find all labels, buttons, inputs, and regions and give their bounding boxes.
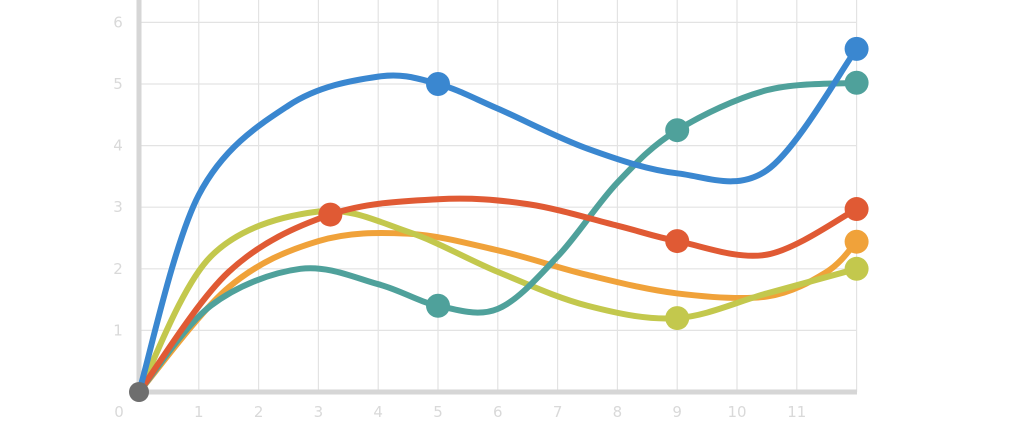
y-tick-label: 5	[113, 75, 123, 93]
data-points	[129, 36, 869, 402]
data-point-marker	[844, 197, 869, 222]
series-line	[136, 195, 860, 395]
series-line	[136, 45, 860, 395]
series-lines	[136, 45, 860, 395]
data-point-marker	[426, 72, 450, 96]
data-point-marker	[844, 256, 869, 281]
data-point-marker	[844, 70, 869, 95]
data-point-marker	[426, 293, 450, 318]
data-point-marker	[844, 36, 869, 61]
x-tick-label: 8	[613, 403, 623, 421]
x-tick-label: 2	[254, 403, 264, 421]
tick-labels: 1 2 3 4 5 6 0 1 2 3 4 5 6 7 8 9 10 11	[113, 13, 806, 421]
x-tick-label: 11	[787, 403, 806, 421]
grid	[139, 0, 858, 392]
x-tick-label: 7	[553, 403, 563, 421]
series-line	[136, 79, 860, 395]
x-tick-label: 6	[493, 403, 503, 421]
x-tick-label: 9	[672, 403, 682, 421]
x-tick-label: 1	[194, 403, 204, 421]
data-point-marker	[665, 306, 690, 331]
data-point-marker	[844, 229, 869, 254]
data-point-marker	[318, 202, 343, 227]
x-tick-label: 3	[314, 403, 324, 421]
origin-point-marker	[129, 382, 149, 402]
data-point-marker	[665, 118, 690, 143]
x-tick-label: 4	[373, 403, 383, 421]
y-tick-label: 4	[113, 137, 123, 155]
y-tick-label: 2	[113, 260, 123, 278]
axes	[136, 0, 857, 395]
x-tick-label: 5	[433, 403, 443, 421]
series-line	[136, 207, 860, 395]
data-point-marker	[665, 229, 690, 254]
y-tick-label: 3	[113, 198, 123, 216]
y-tick-label: 1	[113, 321, 123, 339]
x-tick-label: 10	[727, 403, 746, 421]
series-line	[136, 229, 860, 395]
y-tick-label: 6	[113, 13, 123, 31]
x-tick-label: 0	[114, 403, 124, 421]
